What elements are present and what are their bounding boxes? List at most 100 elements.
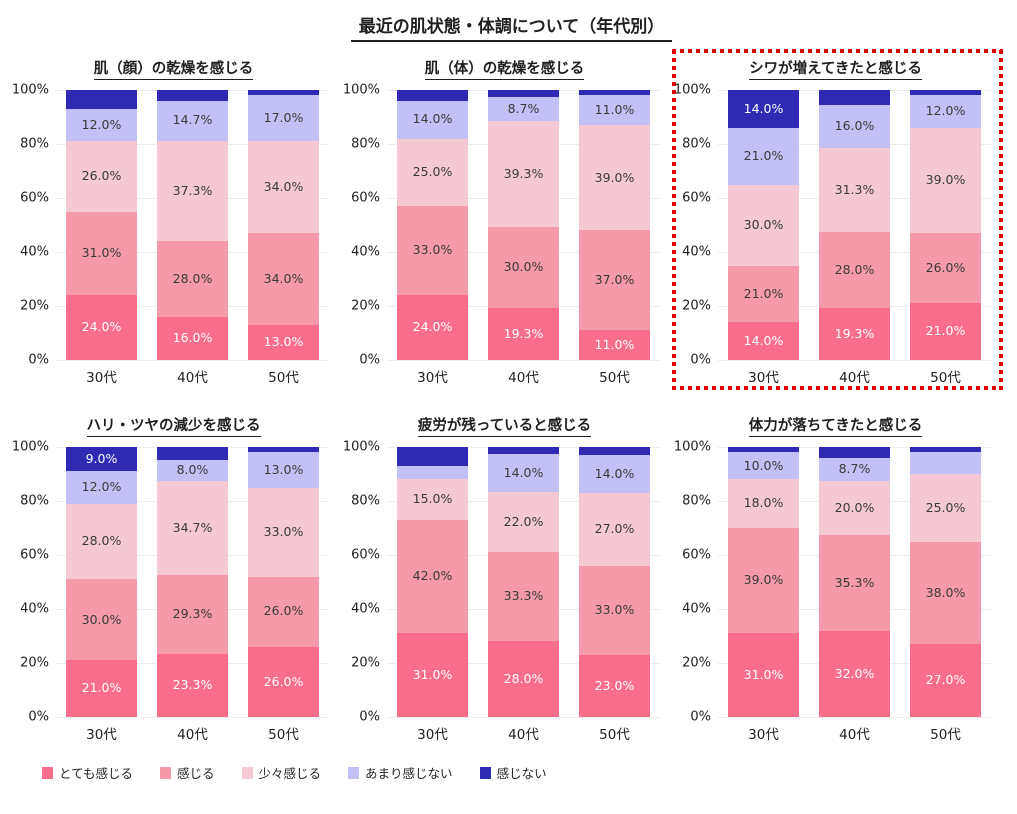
segment-label: 23.3%	[172, 677, 213, 693]
y-tick: 0%	[359, 352, 380, 368]
segment-少々感じる: 26.0%	[66, 141, 137, 212]
legend-swatch	[42, 766, 53, 779]
legend-item: とても感じる	[42, 763, 133, 782]
segment-あまり感じない: 17.0%	[248, 95, 319, 142]
x-tick: 40代	[508, 370, 539, 386]
plot-area: 21.0% 30.0% 28.0% 12.0% 9.0% 23.3% 29.3% 34.7% 8…	[56, 447, 329, 718]
y-axis: 100% 80% 60% 40% 20% 0%	[12, 83, 56, 368]
chart-title-text: ハリ・ツヤの減少を感じる	[86, 418, 261, 437]
segment-label: 28.0%	[503, 670, 544, 686]
segment-とても感じる: 27.0%	[910, 644, 981, 717]
bars: 14.0% 21.0% 30.0% 21.0% 14.0% 19.3% 28.0% 31.3%…	[718, 90, 991, 360]
chart-title: 肌（顔）の乾燥を感じる	[12, 57, 335, 80]
segment-label: 8.0%	[176, 462, 209, 478]
segment-感じない	[910, 90, 981, 96]
segment-label: 33.0%	[412, 242, 453, 258]
y-tick: 0%	[690, 352, 711, 368]
segment-label: 26.0%	[81, 168, 122, 184]
segment-label: 9.0%	[85, 450, 118, 466]
segment-label: 17.0%	[263, 110, 304, 126]
y-tick: 60%	[682, 547, 711, 563]
gridline	[718, 717, 991, 718]
chart-title: ハリ・ツヤの減少を感じる	[12, 414, 335, 437]
bar-slot: 19.3% 28.0% 31.3% 16.0%	[809, 90, 900, 360]
y-tick: 40%	[682, 601, 711, 617]
bar-40代: 16.0% 28.0% 37.3% 14.7%	[157, 90, 228, 360]
segment-label: 15.0%	[412, 491, 453, 507]
segment-label: 42.0%	[412, 568, 453, 584]
bar-slot: 21.0% 30.0% 28.0% 12.0% 9.0%	[56, 447, 147, 717]
y-tick: 100%	[11, 82, 49, 98]
segment-label: 14.0%	[503, 464, 544, 480]
x-tick: 50代	[599, 727, 630, 743]
segment-感じない	[819, 90, 890, 105]
legend-swatch	[160, 766, 172, 779]
bar-slot: 24.0% 31.0% 26.0% 12.0%	[56, 90, 147, 360]
segment-label: 12.0%	[81, 116, 122, 132]
segment-とても感じる: 31.0%	[397, 633, 468, 717]
segment-とても感じる: 23.3%	[157, 654, 228, 717]
segment-label: 33.0%	[263, 523, 304, 539]
segment-あまり感じない: 14.0%	[579, 455, 650, 493]
bar-50代: 26.0% 26.0% 33.0% 13.0%	[248, 447, 319, 717]
legend-label: 感じない	[496, 766, 547, 781]
chart-title-text: 肌（顔）の乾燥を感じる	[93, 61, 254, 80]
y-tick: 60%	[20, 190, 49, 206]
segment-とても感じる: 13.0%	[248, 324, 319, 360]
segment-label: 8.7%	[507, 100, 540, 116]
segment-感じる: 34.0%	[248, 233, 319, 325]
segment-label: 25.0%	[925, 499, 966, 515]
segment-感じる: 35.3%	[819, 535, 890, 631]
legend-swatch	[241, 766, 253, 779]
y-tick: 0%	[690, 709, 711, 725]
segment-少々感じる: 20.0%	[819, 481, 890, 536]
segment-label: 13.0%	[263, 461, 304, 477]
chart-body-dryness: 肌（体）の乾燥を感じる 100% 80% 60% 40% 20% 0% 24.0% 33.0% 2…	[341, 49, 672, 390]
chart-body: 100% 80% 60% 40% 20% 0% 24.0% 33.0% 25.0% 14.0% 19…	[343, 83, 666, 368]
bar-50代: 23.0% 33.0% 27.0% 14.0%	[579, 447, 650, 717]
bar-40代: 23.3% 29.3% 34.7% 8.0%	[157, 447, 228, 717]
x-axis: 30代 40代 50代	[56, 717, 329, 743]
segment-とても感じる: 19.3%	[488, 307, 559, 360]
y-tick: 40%	[20, 601, 49, 617]
bar-30代: 31.0% 42.0% 15.0%	[397, 447, 468, 717]
segment-あまり感じない: 14.0%	[488, 454, 559, 493]
y-tick: 60%	[682, 190, 711, 206]
chart-title-text: 体力が落ちてきたと感じる	[748, 418, 923, 437]
plot-area: 31.0% 42.0% 15.0% 28.0% 33.3% 22.0% 14.0% 23.0%…	[387, 447, 660, 718]
segment-とても感じる: 21.0%	[66, 660, 137, 717]
legend-item: あまり感じない	[348, 763, 453, 782]
segment-あまり感じない: 8.7%	[488, 97, 559, 121]
segment-label: 32.0%	[834, 665, 875, 681]
segment-感じない	[397, 90, 468, 101]
y-tick: 0%	[28, 352, 49, 368]
legend-label: 少々感じる	[258, 766, 322, 781]
bar-50代: 27.0% 38.0% 25.0%	[910, 447, 981, 717]
segment-あまり感じない: 12.0%	[66, 471, 137, 504]
segment-label: 22.0%	[503, 513, 544, 529]
bar-slot: 16.0% 28.0% 37.3% 14.7%	[147, 90, 238, 360]
segment-label: 14.0%	[743, 332, 784, 348]
segment-label: 11.0%	[594, 336, 635, 352]
bar-slot: 27.0% 38.0% 25.0%	[900, 447, 991, 717]
segment-あまり感じない: 16.0%	[819, 104, 890, 148]
segment-label: 30.0%	[81, 611, 122, 627]
segment-感じない	[157, 90, 228, 101]
y-tick: 60%	[20, 547, 49, 563]
segment-label: 21.0%	[81, 680, 122, 696]
segment-少々感じる: 34.7%	[157, 481, 228, 575]
legend-swatch	[348, 766, 360, 779]
segment-label: 20.0%	[834, 500, 875, 516]
segment-label: 39.0%	[594, 169, 635, 185]
segment-label: 31.0%	[412, 666, 453, 682]
segment-少々感じる: 22.0%	[488, 492, 559, 552]
chart-body: 100% 80% 60% 40% 20% 0% 21.0% 30.0% 28.0% 12.0% 9.…	[12, 440, 335, 725]
chart-body: 100% 80% 60% 40% 20% 0% 14.0% 21.0% 30.0% 21.0% 14…	[674, 83, 997, 368]
segment-少々感じる: 39.0%	[579, 125, 650, 231]
y-tick: 20%	[682, 655, 711, 671]
segment-とても感じる: 31.0%	[728, 633, 799, 717]
legend: とても感じる 感じる 少々感じる あまり感じない 感じない	[42, 763, 1013, 782]
segment-感じる: 28.0%	[819, 232, 890, 308]
bar-slot: 14.0% 21.0% 30.0% 21.0% 14.0%	[718, 90, 809, 360]
segment-label: 21.0%	[925, 323, 966, 339]
